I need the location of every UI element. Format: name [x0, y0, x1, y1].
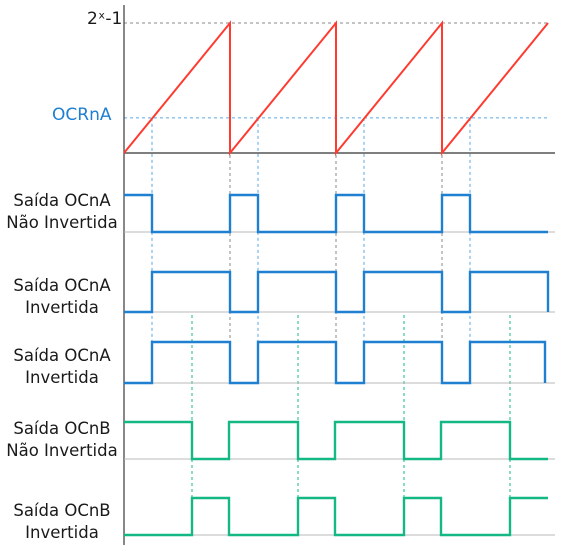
ocna-nao-invertida-wave [124, 193, 548, 234]
row-label-line1: Saída OCnA [13, 191, 111, 210]
row-label-ocna-invertida-1: Saída OCnA Invertida [0, 275, 124, 319]
ocna-invertida-wave-1 [124, 270, 550, 314]
sawtooth-counter-signal [123, 20, 549, 156]
row-label-line1: Saída OCnB [13, 419, 111, 438]
ocnb-invertida-wave [124, 496, 548, 537]
row-label-ocnb-nao-invertida: Saída OCnB Não Invertida [0, 418, 124, 462]
row-label-line2: Não Invertida [6, 213, 118, 232]
row-label-line2: Invertida [25, 368, 99, 387]
row-label-ocna-invertida-2: Saída OCnA Invertida [0, 345, 124, 389]
row-label-line1: Saída OCnA [13, 346, 111, 365]
ocrna-label: OCRnA [52, 105, 112, 125]
row-label-line1: Saída OCnA [13, 276, 111, 295]
top-value-label: 2ˣ-1 [87, 9, 123, 29]
row-label-ocna-nao-invertida: Saída OCnA Não Invertida [0, 190, 124, 234]
ocna-invertida-wave-2 [124, 340, 547, 385]
waveforms [123, 20, 550, 537]
row-label-line1: Saída OCnB [13, 501, 111, 520]
row-label-ocnb-invertida: Saída OCnB Invertida [0, 500, 124, 544]
row-label-line2: Invertida [25, 298, 99, 317]
axes [123, 5, 555, 545]
row-label-line2: Não Invertida [6, 441, 118, 460]
row-label-line2: Invertida [25, 523, 99, 542]
ocnb-nao-invertida-wave [124, 420, 548, 461]
